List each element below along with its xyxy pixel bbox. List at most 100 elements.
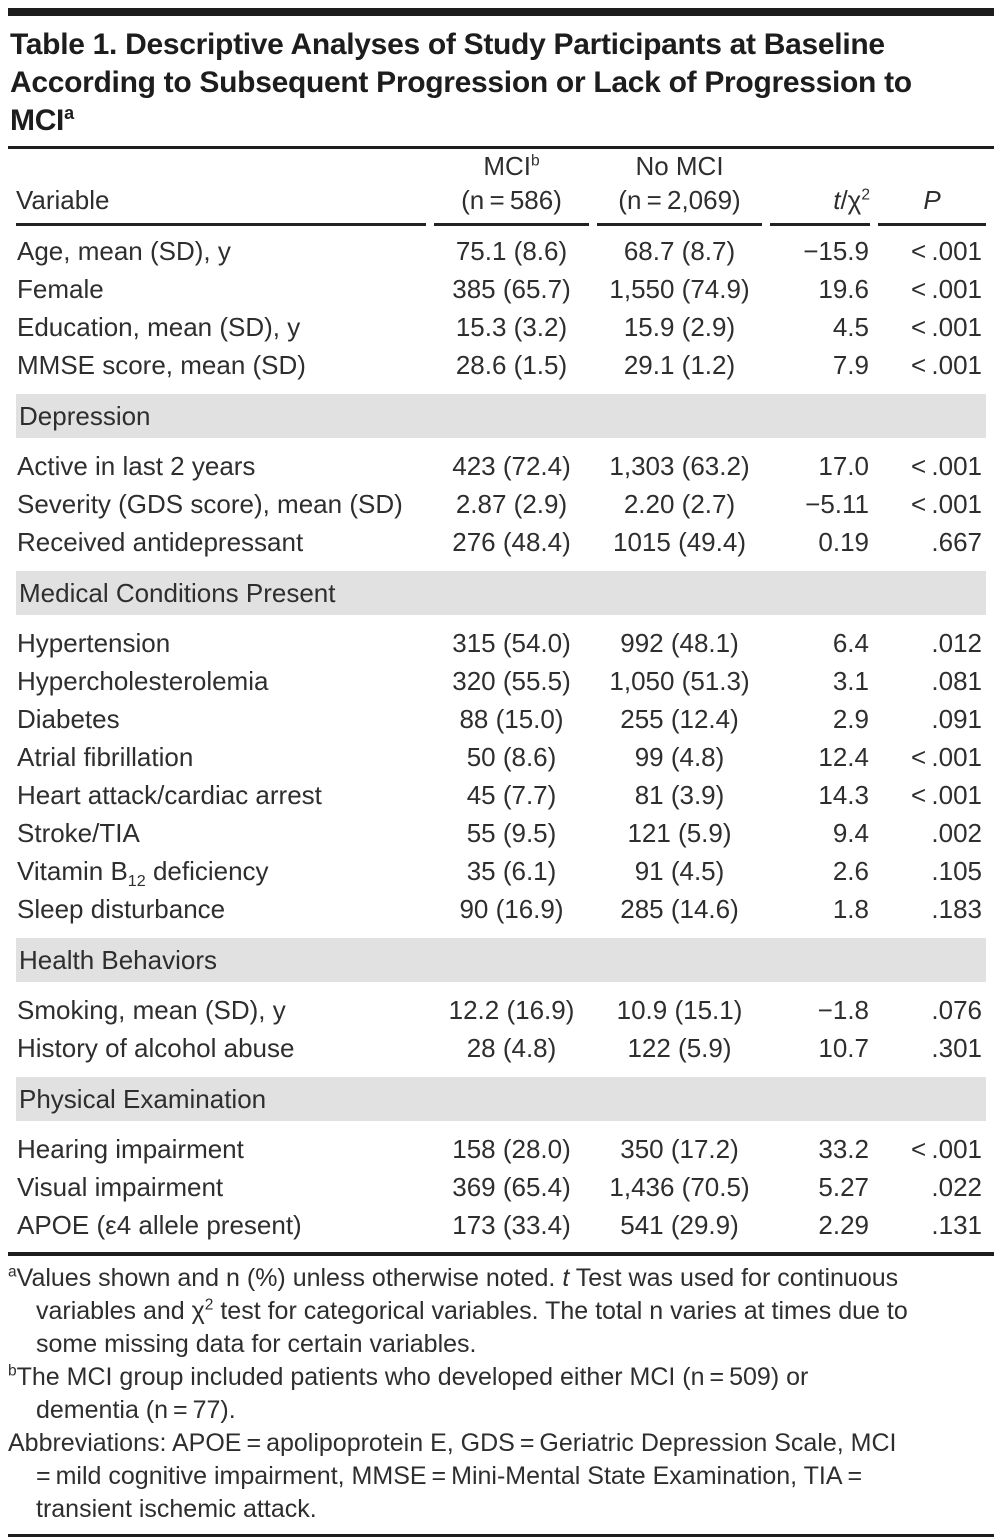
column-header-mci-n: (n = 586) (461, 185, 562, 215)
cell-statistic-value: 33.2 (818, 1134, 869, 1164)
cell-statistic-value: 9.4 (832, 818, 869, 848)
cell-variable-label: Education, mean (SD), y (17, 312, 301, 342)
cell-mci-value: 55 (9.5) (466, 818, 557, 848)
cell-pvalue: .667 (931, 527, 982, 557)
section-row: Depression (16, 384, 986, 447)
column-header-pvalue: P (878, 149, 986, 226)
table-row: History of alcohol abuse 28 (4.8) 122 (5.9… (16, 1029, 986, 1067)
table-row: Female 385 (65.7) 1,550 (74.9) 19.6 < .001 (16, 270, 986, 308)
table-body: Age, mean (SD), y 75.1 (8.6) 68.7 (8.7) −15… (16, 226, 986, 1244)
cell-pvalue: .105 (931, 856, 982, 886)
cell-pvalue: < .001 (911, 489, 982, 519)
cell-mci-value: 75.1 (8.6) (455, 236, 568, 266)
cell-nomci-value: 29.1 (1.2) (623, 350, 736, 380)
top-rule-thick (8, 8, 994, 16)
table-row: Severity (GDS score), mean (SD) 2.87 (2.9… (16, 485, 986, 523)
cell-mci-value: 88 (15.0) (459, 704, 564, 734)
table-row: Hypercholesterolemia 320 (55.5) 1,050 (51.… (16, 662, 986, 700)
section-heading: Physical Examination (16, 1067, 986, 1130)
table-row: Sleep disturbance 90 (16.9) 285 (14.6) 1.8.… (16, 890, 986, 928)
table-figure: Table 1. Descriptive Analyses of Study P… (0, 8, 1002, 1537)
cell-statistic-value: 3.1 (832, 666, 869, 696)
cell-variable-label: Vitamin B12 deficiency (17, 856, 269, 891)
table-row: Visual impairment 369 (65.4) 1,436 (70.5) 5… (16, 1168, 986, 1206)
cell-variable-label: Hearing impairment (17, 1134, 244, 1164)
table-row: Heart attack/cardiac arrest 45 (7.7) 81 (3… (16, 776, 986, 814)
cell-nomci-value: 91 (4.5) (634, 856, 725, 886)
footnote-abbreviations: Abbreviations: APOE = apolipoprotein E, … (8, 1429, 902, 1523)
title-rule (8, 146, 994, 149)
cell-pvalue: < .001 (911, 451, 982, 481)
cell-statistic-value: 0.19 (818, 527, 869, 557)
cell-statistic-value: −5.11 (805, 489, 869, 519)
cell-pvalue: .002 (931, 818, 982, 848)
cell-nomci-value: 10.9 (15.1) (616, 995, 743, 1025)
table-row: MMSE score, mean (SD) 28.6 (1.5) 29.1 (1.2… (16, 346, 986, 384)
cell-nomci-value: 992 (48.1) (620, 628, 739, 658)
cell-pvalue: .012 (931, 628, 982, 658)
cell-pvalue: < .001 (911, 274, 982, 304)
cell-pvalue: < .001 (911, 742, 982, 772)
cell-variable-label: History of alcohol abuse (17, 1033, 295, 1063)
cell-variable-label: Diabetes (17, 704, 120, 734)
cell-variable-label: Hypertension (17, 628, 171, 658)
cell-statistic-value: 2.6 (832, 856, 869, 886)
section-heading: Health Behaviors (16, 928, 986, 991)
cell-statistic-value: 2.9 (832, 704, 869, 734)
cell-mci-value: 423 (72.4) (452, 451, 571, 481)
cell-variable-label: Atrial fibrillation (17, 742, 194, 772)
cell-mci-value: 369 (65.4) (452, 1172, 571, 1202)
cell-nomci-value: 1,303 (63.2) (609, 451, 750, 481)
column-header-statistic: t/χ2 (770, 149, 870, 226)
cell-statistic-value: 6.4 (832, 628, 869, 658)
cell-variable-label: APOE (ε4 allele present) (17, 1210, 302, 1240)
cell-mci-value: 12.2 (16.9) (448, 995, 575, 1025)
table-row: Diabetes 88 (15.0) 255 (12.4) 2.9 .091 (16, 700, 986, 738)
table-row: Hearing impairment 158 (28.0) 350 (17.2) 33… (16, 1130, 986, 1168)
cell-nomci-value: 122 (5.9) (627, 1033, 732, 1063)
cell-variable-label: Stroke/TIA (17, 818, 140, 848)
table-row: Education, mean (SD), y 15.3 (3.2) 15.9 (2… (16, 308, 986, 346)
cell-pvalue: < .001 (911, 236, 982, 266)
cell-variable-label: MMSE score, mean (SD) (17, 350, 306, 380)
cell-mci-value: 385 (65.7) (452, 274, 571, 304)
section-row: Physical Examination (16, 1067, 986, 1130)
cell-pvalue: .183 (931, 894, 982, 924)
cell-mci-value: 320 (55.5) (452, 666, 571, 696)
header-row: Variable MCIb (n = 586) No MCI (n = 2,06… (16, 149, 986, 226)
table-row: Stroke/TIA 55 (9.5) 121 (5.9) 9.4 .002 (16, 814, 986, 852)
table-row: Vitamin B12 deficiency 35 (6.1) 91 (4.5) 2.… (16, 852, 986, 890)
table-row: Active in last 2 years 423 (72.4) 1,303 (6… (16, 447, 986, 485)
cell-statistic-value: 7.9 (832, 350, 869, 380)
cell-mci-value: 315 (54.0) (452, 628, 571, 658)
cell-mci-value: 50 (8.6) (466, 742, 557, 772)
table-row: Atrial fibrillation 50 (8.6) 99 (4.8) 12.4 <… (16, 738, 986, 776)
cell-variable-label: Hypercholesterolemia (17, 666, 269, 696)
cell-pvalue: < .001 (911, 780, 982, 810)
participants-table: Variable MCIb (n = 586) No MCI (n = 2,06… (8, 149, 994, 1244)
cell-mci-value: 15.3 (3.2) (455, 312, 568, 342)
cell-nomci-value: 350 (17.2) (620, 1134, 739, 1164)
cell-statistic-value: 2.29 (818, 1210, 869, 1240)
footnote-a: aValues shown and n (%) unless otherwise… (8, 1263, 908, 1358)
table-row: Hypertension 315 (54.0) 992 (48.1) 6.4 .012 (16, 624, 986, 662)
cell-mci-value: 45 (7.7) (466, 780, 557, 810)
cell-variable-label: Female (17, 274, 104, 304)
cell-variable-label: Visual impairment (17, 1172, 224, 1202)
cell-nomci-value: 1,050 (51.3) (609, 666, 750, 696)
cell-mci-value: 28 (4.8) (466, 1033, 557, 1063)
section-heading: Medical Conditions Present (16, 561, 986, 624)
footnote-b: bThe MCI group included patients who dev… (8, 1362, 809, 1424)
cell-statistic-value: 17.0 (818, 451, 869, 481)
column-header-nomci-n: (n = 2,069) (618, 185, 741, 215)
cell-variable-label: Sleep disturbance (17, 894, 226, 924)
column-header-nomci-group: No MCI (635, 151, 724, 181)
table-row: Age, mean (SD), y 75.1 (8.6) 68.7 (8.7) −15… (16, 226, 986, 270)
cell-mci-value: 35 (6.1) (466, 856, 557, 886)
cell-mci-value: 90 (16.9) (459, 894, 564, 924)
cell-nomci-value: 121 (5.9) (627, 818, 732, 848)
footnotes: aValues shown and n (%) unless otherwise… (8, 1262, 913, 1526)
cell-nomci-value: 99 (4.8) (634, 742, 725, 772)
cell-mci-value: 173 (33.4) (452, 1210, 571, 1240)
cell-nomci-value: 1015 (49.4) (613, 527, 746, 557)
